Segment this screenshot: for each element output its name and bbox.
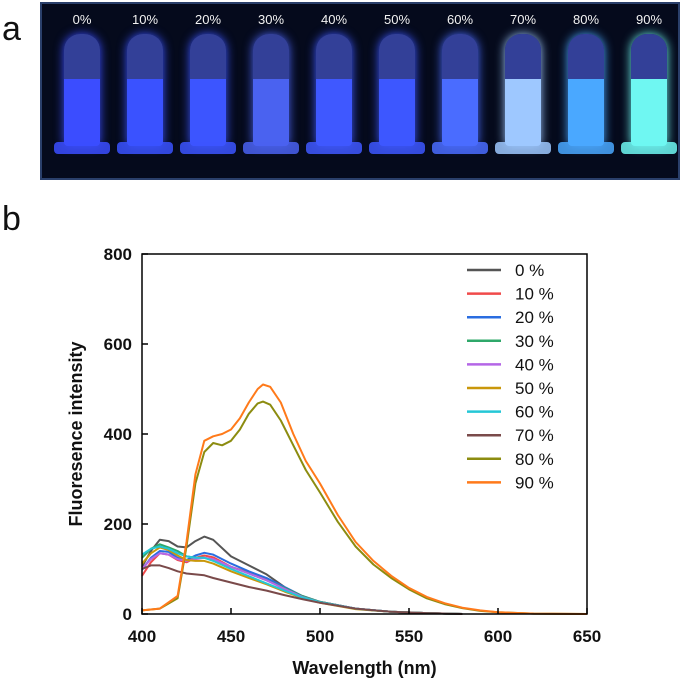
legend-entry: 80 % [515, 450, 554, 469]
legend-entry: 30 % [515, 332, 554, 351]
x-tick-label: 600 [484, 627, 512, 646]
vial-label: 60% [446, 12, 474, 27]
vial-label: 0% [72, 12, 92, 27]
y-axis-label: Fluoresence intensity [66, 341, 86, 526]
vial-label: 90% [635, 12, 663, 27]
panel-a-label: a [2, 10, 21, 48]
x-tick-label: 650 [573, 627, 601, 646]
vial-label: 50% [383, 12, 411, 27]
vial [621, 34, 677, 154]
vial-label: 80% [572, 12, 600, 27]
series-line-0 [141, 535, 463, 615]
y-tick-label: 200 [104, 515, 132, 534]
vial-photo: 0% 10% 20% 30% 40% 50% 60% 70% 80% 90% [40, 2, 680, 180]
vial [432, 34, 488, 154]
series-line-6 [141, 545, 463, 615]
vial [495, 34, 551, 154]
x-axis-label: Wavelength (nm) [292, 658, 436, 678]
legend-entry: 10 % [515, 285, 554, 304]
y-tick-label: 400 [104, 425, 132, 444]
vial [117, 34, 173, 154]
x-tick-label: 550 [395, 627, 423, 646]
vial [243, 34, 299, 154]
x-tick-label: 500 [306, 627, 334, 646]
series-line-7 [141, 564, 463, 615]
x-tick-label: 450 [217, 627, 245, 646]
vial [369, 34, 425, 154]
y-tick-label: 800 [104, 245, 132, 264]
legend-entry: 70 % [515, 426, 554, 445]
vial [180, 34, 236, 154]
vial-label: 30% [257, 12, 285, 27]
y-tick-label: 0 [123, 605, 132, 624]
series-line-3 [141, 543, 463, 615]
y-tick-label: 600 [104, 335, 132, 354]
vial [558, 34, 614, 154]
vial [54, 34, 110, 154]
panel-b-label: b [2, 200, 21, 238]
legend-entry: 40 % [515, 355, 554, 374]
series-line-9 [141, 383, 588, 615]
series-line-1 [141, 552, 463, 615]
vial-label: 70% [509, 12, 537, 27]
legend-entry: 50 % [515, 379, 554, 398]
legend-entry: 60 % [515, 403, 554, 422]
legend-entry: 0 % [515, 261, 544, 280]
vial-label: 10% [131, 12, 159, 27]
legend-entry: 90 % [515, 473, 554, 492]
x-tick-label: 400 [128, 627, 156, 646]
fluorescence-chart: 400 450 500 550 600 650 0 200 400 600 800 Wavelengt… [66, 245, 601, 678]
legend-entry: 20 % [515, 308, 554, 327]
vial-label: 20% [194, 12, 222, 27]
vial-label: 40% [320, 12, 348, 27]
vial [306, 34, 362, 154]
series-line-4 [141, 552, 463, 615]
